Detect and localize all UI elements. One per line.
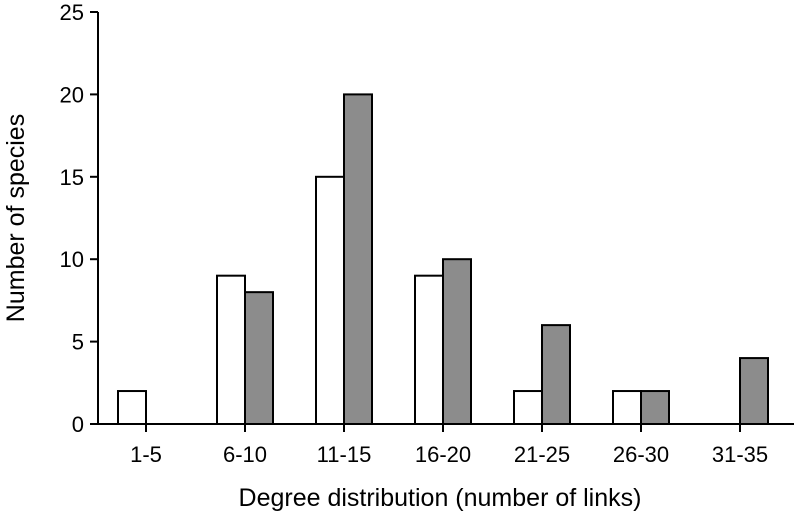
bar-series-2-21-25: [541, 324, 571, 425]
bar-series-1-6-10: [216, 274, 246, 425]
x-tick-label: 6-10: [223, 442, 267, 467]
x-tick-label: 1-5: [130, 442, 162, 467]
y-tick-label: 15: [60, 165, 84, 190]
bar-series-1-11-15: [315, 175, 345, 425]
x-axis-title: Degree distribution (number of links): [239, 484, 642, 512]
x-tick-label: 16-20: [415, 442, 471, 467]
y-tick-label: 20: [60, 82, 84, 107]
y-axis-title: Number of species: [2, 114, 30, 322]
bar-series-2-16-20: [442, 258, 472, 426]
bar-series-2-6-10: [244, 291, 274, 425]
y-tick-label: 0: [72, 412, 84, 437]
bar-series-1-21-25: [513, 390, 543, 426]
y-ticks-group: 0 5 10 15 20 25: [60, 0, 98, 437]
x-tick-label: 11-15: [317, 442, 372, 467]
bars-group: [117, 93, 769, 426]
x-tick-label: 26-30: [613, 442, 669, 467]
x-ticks-group: 1-5 6-10 11-15 16-20 21-25 26-30 31-35: [130, 424, 768, 467]
y-tick-label: 25: [60, 0, 84, 25]
y-tick-label: 10: [60, 247, 84, 272]
bar-series-2-31-35: [739, 357, 769, 425]
bar-series-2-26-30: [640, 390, 670, 426]
x-tick-label: 31-35: [712, 442, 768, 467]
bar-series-1-26-30: [612, 390, 642, 426]
y-tick-label: 5: [72, 330, 84, 355]
bar-series-1-16-20: [414, 274, 444, 425]
bar-series-1-1-5: [117, 390, 147, 426]
x-tick-label: 21-25: [514, 442, 570, 467]
axes-group: [97, 12, 794, 425]
bar-series-2-11-15: [343, 93, 373, 426]
